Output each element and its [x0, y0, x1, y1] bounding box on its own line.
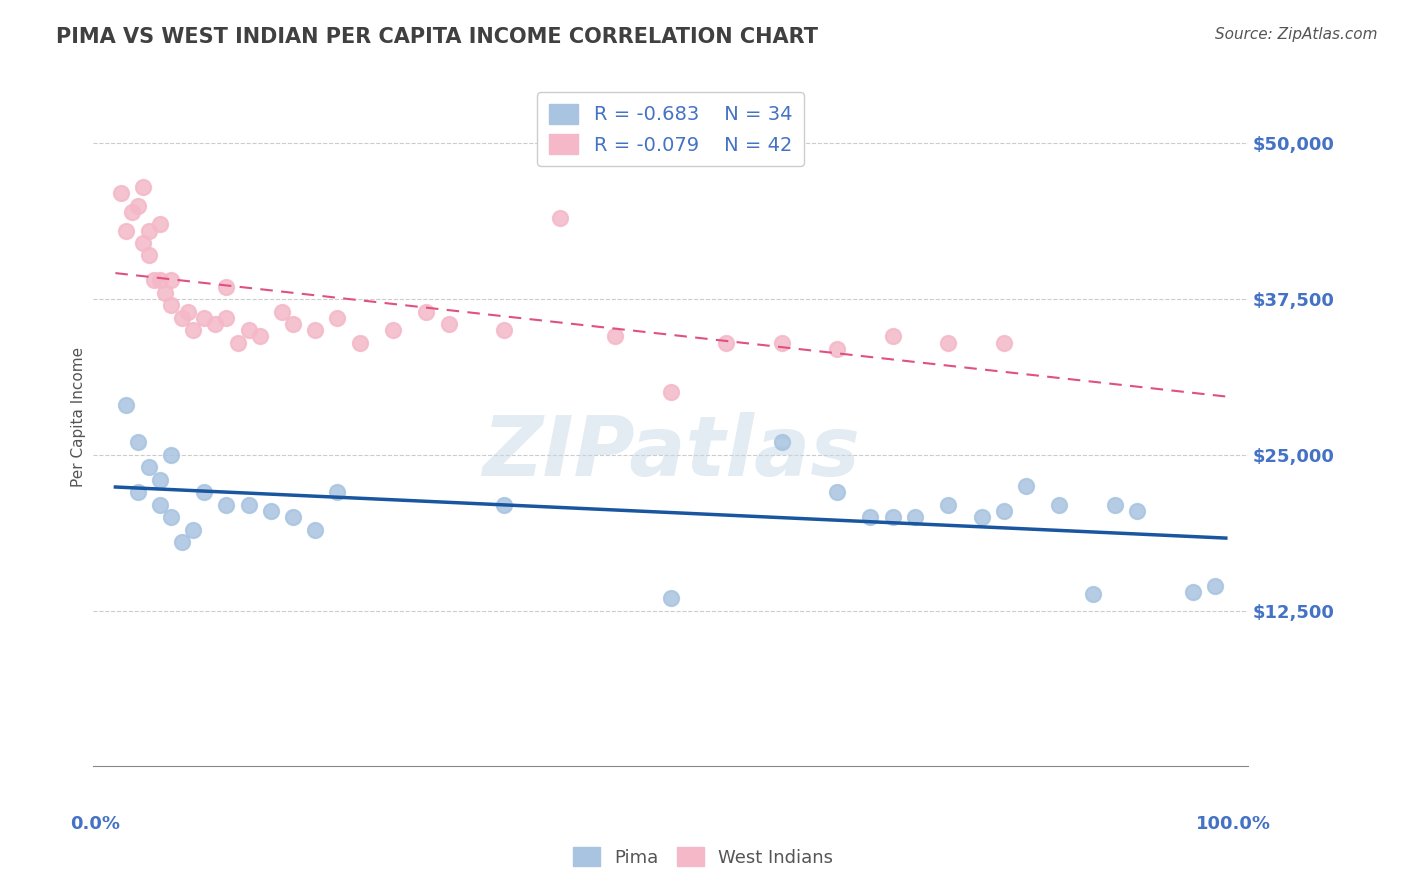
- Point: [115, 398, 138, 412]
- Point: [215, 279, 238, 293]
- Point: [936, 335, 959, 350]
- Text: ZIPatlas: ZIPatlas: [482, 412, 859, 492]
- Point: [714, 335, 737, 350]
- Point: [176, 304, 198, 318]
- Point: [271, 304, 294, 318]
- Point: [121, 204, 143, 219]
- Point: [993, 504, 1015, 518]
- Point: [382, 323, 405, 337]
- Point: [170, 535, 193, 549]
- Point: [149, 498, 172, 512]
- Point: [415, 304, 437, 318]
- Point: [215, 310, 238, 325]
- Point: [882, 329, 904, 343]
- Point: [204, 317, 226, 331]
- Point: [138, 223, 160, 237]
- Point: [970, 510, 993, 524]
- Point: [1047, 498, 1070, 512]
- Point: [238, 498, 260, 512]
- Point: [260, 504, 283, 518]
- Point: [1015, 479, 1038, 493]
- Point: [181, 523, 204, 537]
- Legend: R = -0.683    N = 34, R = -0.079    N = 42: R = -0.683 N = 34, R = -0.079 N = 42: [537, 92, 804, 166]
- Point: [132, 180, 155, 194]
- Point: [859, 510, 882, 524]
- Point: [181, 323, 204, 337]
- Point: [603, 329, 626, 343]
- Point: [155, 285, 177, 300]
- Point: [149, 217, 172, 231]
- Point: [127, 435, 149, 450]
- Point: [1181, 585, 1204, 599]
- Point: [138, 460, 160, 475]
- Point: [238, 323, 260, 337]
- Point: [160, 298, 183, 312]
- Point: [160, 510, 183, 524]
- Point: [882, 510, 904, 524]
- Point: [110, 186, 132, 201]
- Text: PIMA VS WEST INDIAN PER CAPITA INCOME CORRELATION CHART: PIMA VS WEST INDIAN PER CAPITA INCOME CO…: [56, 27, 818, 46]
- Point: [115, 223, 138, 237]
- Point: [437, 317, 460, 331]
- Point: [993, 335, 1015, 350]
- Point: [127, 485, 149, 500]
- Point: [548, 211, 571, 225]
- Point: [193, 485, 215, 500]
- Y-axis label: Per Capita Income: Per Capita Income: [72, 347, 86, 488]
- Point: [349, 335, 371, 350]
- Point: [127, 198, 149, 212]
- Point: [281, 510, 304, 524]
- Point: [215, 498, 238, 512]
- Point: [226, 335, 249, 350]
- Point: [160, 273, 183, 287]
- Point: [1081, 587, 1104, 601]
- Point: [149, 473, 172, 487]
- Point: [326, 310, 349, 325]
- Text: Source: ZipAtlas.com: Source: ZipAtlas.com: [1215, 27, 1378, 42]
- Point: [825, 342, 848, 356]
- Point: [193, 310, 215, 325]
- Point: [492, 323, 515, 337]
- Point: [143, 273, 166, 287]
- Point: [936, 498, 959, 512]
- Text: 100.0%: 100.0%: [1197, 815, 1271, 833]
- Text: 0.0%: 0.0%: [70, 815, 120, 833]
- Point: [659, 385, 682, 400]
- Point: [249, 329, 271, 343]
- Point: [492, 498, 515, 512]
- Point: [132, 235, 155, 250]
- Point: [659, 591, 682, 606]
- Point: [138, 248, 160, 262]
- Point: [326, 485, 349, 500]
- Point: [281, 317, 304, 331]
- Point: [1126, 504, 1149, 518]
- Point: [170, 310, 193, 325]
- Point: [825, 485, 848, 500]
- Point: [1204, 579, 1226, 593]
- Point: [160, 448, 183, 462]
- Point: [1104, 498, 1126, 512]
- Legend: Pima, West Indians: Pima, West Indians: [565, 840, 841, 874]
- Point: [904, 510, 927, 524]
- Point: [770, 335, 793, 350]
- Point: [149, 273, 172, 287]
- Point: [304, 523, 326, 537]
- Point: [770, 435, 793, 450]
- Point: [304, 323, 326, 337]
